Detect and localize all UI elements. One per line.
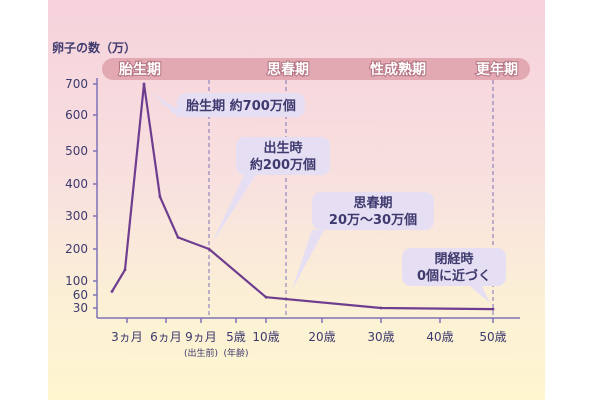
data-point [176, 236, 180, 239]
phase-label: 更年期 [476, 61, 518, 78]
x-tick-label: 6ヵ月 [150, 330, 182, 344]
data-point [110, 290, 114, 293]
callout-pointer [292, 230, 324, 290]
y-tick-label: 200 [65, 242, 88, 256]
y-tick-label: 300 [65, 209, 88, 223]
callout-text: 20万〜30万個 [329, 212, 417, 228]
x-tick-label: 9ヵ月 [185, 330, 217, 344]
callout-text: 思春期 [353, 195, 392, 211]
data-point [207, 247, 211, 251]
phase-label: 思春期 [267, 61, 309, 78]
callout-bubble [177, 93, 305, 117]
x-tick-label: 50歳 [479, 330, 506, 344]
data-point [491, 307, 495, 311]
y-tick-label: 700 [65, 77, 88, 91]
data-point [142, 82, 146, 86]
callout-text: 出生時 [263, 140, 302, 156]
data-point [123, 268, 127, 272]
callout-text: 閉経時 [434, 251, 473, 267]
callout-bubble [402, 248, 506, 286]
y-axis-label: 卵子の数（万） [52, 40, 136, 55]
y-tick-label: 600 [65, 108, 88, 122]
x-tick-label: 5歳 [226, 330, 246, 344]
x-tick-sublabel: (年齢) [223, 347, 248, 359]
x-tick-label: 20歳 [308, 330, 335, 344]
callout-bubble [236, 137, 330, 175]
callout-pointer [470, 286, 490, 303]
x-tick-label: 30歳 [367, 330, 394, 344]
data-point [158, 195, 162, 199]
callout-text: 約200万個 [250, 157, 316, 173]
y-tick-label: 400 [65, 177, 88, 191]
phase-label: 胎生期 [119, 61, 161, 78]
y-tick-label: 500 [65, 144, 88, 158]
x-tick-label: 40歳 [426, 330, 453, 344]
callout-bubble [312, 192, 434, 230]
callout-text: 0個に近づく [417, 268, 491, 284]
data-point [379, 306, 383, 310]
data-point [264, 295, 268, 299]
y-tick-label: 100 [65, 274, 88, 288]
y-tick-label: 30 [73, 301, 88, 315]
phase-label: 性成熟期 [370, 61, 426, 78]
callout-text: 胎生期 約700万個 [186, 98, 296, 114]
x-tick-label: 3ヵ月 [111, 330, 143, 344]
x-tick-label: 10歳 [252, 330, 279, 344]
x-tick-sublabel: (出生前) [184, 347, 218, 359]
callout-pointer [212, 175, 256, 243]
phase-band [102, 58, 530, 80]
y-tick-label: 60 [73, 288, 88, 302]
